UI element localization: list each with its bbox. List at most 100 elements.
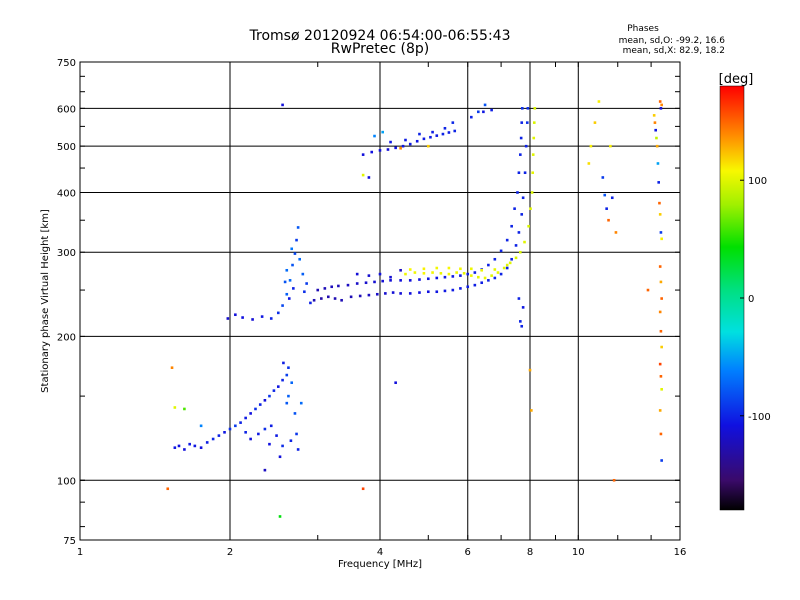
- data-point: [470, 115, 473, 119]
- data-point: [291, 263, 294, 267]
- data-point: [170, 366, 174, 369]
- data-point: [394, 146, 397, 150]
- data-point: [505, 238, 509, 242]
- data-point: [654, 128, 657, 132]
- data-point: [657, 181, 660, 184]
- data-point: [320, 297, 323, 300]
- data-point: [408, 292, 412, 295]
- data-point: [658, 409, 662, 412]
- data-point: [520, 107, 524, 110]
- data-point: [426, 277, 430, 281]
- data-point: [451, 275, 455, 278]
- data-point: [524, 144, 528, 148]
- data-point: [418, 278, 421, 281]
- data-point: [408, 142, 412, 146]
- data-point: [415, 139, 419, 143]
- data-point: [443, 126, 447, 130]
- data-point: [656, 162, 660, 165]
- data-point: [521, 306, 525, 309]
- data-point: [263, 399, 267, 402]
- data-point: [435, 266, 439, 270]
- data-point: [426, 144, 430, 148]
- data-point: [490, 274, 493, 277]
- data-point: [462, 272, 466, 275]
- data-point: [426, 290, 430, 294]
- data-point: [173, 406, 177, 409]
- data-point: [660, 459, 663, 462]
- data-point: [487, 263, 490, 267]
- data-point: [249, 412, 252, 415]
- data-point: [296, 448, 300, 451]
- y-tick-label: 500: [57, 142, 76, 153]
- data-point: [529, 207, 532, 210]
- data-point: [269, 424, 273, 428]
- data-point: [211, 437, 215, 441]
- data-point: [429, 135, 432, 139]
- data-point: [263, 427, 267, 431]
- data-point: [531, 171, 534, 175]
- data-point: [205, 441, 209, 444]
- data-point: [254, 407, 257, 411]
- data-point: [653, 121, 657, 124]
- data-point: [422, 272, 426, 275]
- data-point: [658, 201, 661, 205]
- data-point: [183, 448, 186, 451]
- data-point: [381, 130, 384, 134]
- data-point: [293, 412, 297, 415]
- data-point: [597, 100, 601, 103]
- data-point: [296, 226, 300, 229]
- data-point: [493, 276, 497, 280]
- x-tick-label: 2: [227, 547, 233, 558]
- data-point: [391, 291, 395, 294]
- data-point: [519, 250, 522, 254]
- data-point: [285, 373, 289, 377]
- data-point: [399, 146, 402, 150]
- data-point: [373, 134, 376, 138]
- data-point: [413, 271, 417, 274]
- data-point: [418, 132, 421, 136]
- data-point: [173, 446, 177, 449]
- data-point: [268, 442, 271, 446]
- data-point: [292, 287, 295, 290]
- data-point: [516, 191, 519, 194]
- data-point: [510, 257, 513, 261]
- data-point: [258, 403, 262, 406]
- data-point: [658, 100, 662, 103]
- data-point: [276, 385, 280, 388]
- data-point: [287, 394, 290, 398]
- data-point: [658, 265, 662, 268]
- data-point: [459, 267, 462, 271]
- data-point: [614, 231, 618, 234]
- data-point: [404, 272, 407, 276]
- data-point: [658, 310, 662, 314]
- data-point: [451, 288, 455, 292]
- data-point: [244, 431, 247, 434]
- data-point: [443, 275, 447, 279]
- data-point: [378, 272, 382, 276]
- data-point: [483, 276, 487, 280]
- data-point: [241, 316, 244, 319]
- data-point: [272, 389, 276, 392]
- data-point: [193, 444, 197, 448]
- data-point: [298, 257, 302, 261]
- data-point: [447, 272, 451, 276]
- data-point: [367, 176, 371, 179]
- data-point: [480, 281, 484, 285]
- data-point: [439, 272, 443, 275]
- data-point: [177, 444, 181, 448]
- data-point: [323, 287, 327, 290]
- data-point: [367, 293, 371, 297]
- colorbar-tick-label: 100: [748, 176, 767, 187]
- data-point: [361, 487, 365, 491]
- data-point: [389, 140, 392, 144]
- data-point: [346, 283, 350, 287]
- y-tick-label: 100: [57, 476, 76, 487]
- data-point: [607, 218, 610, 222]
- data-point: [361, 153, 365, 156]
- data-point: [358, 294, 362, 298]
- data-point: [217, 434, 221, 437]
- data-point: [451, 121, 455, 124]
- data-point: [299, 401, 303, 405]
- legend-line-x: mean, sd,X: 82.9, 18.2: [623, 46, 725, 56]
